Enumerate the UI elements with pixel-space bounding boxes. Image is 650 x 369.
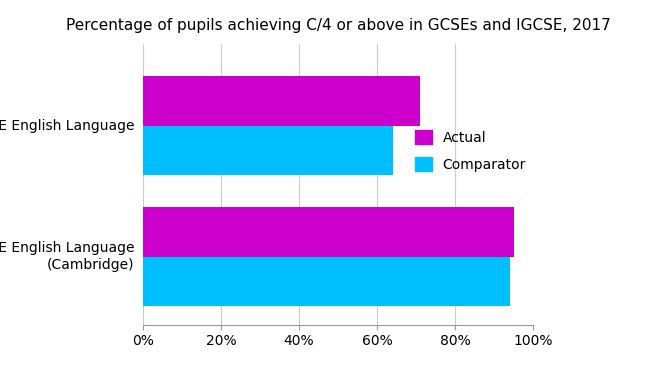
Bar (143, 256, 510, 306)
Bar (143, 207, 514, 256)
Title: Percentage of pupils achieving C/4 or above in GCSEs and IGCSE, 2017: Percentage of pupils achieving C/4 or ab… (66, 18, 610, 33)
Bar (143, 125, 393, 175)
Legend: Actual, Comparator: Actual, Comparator (415, 130, 526, 172)
Bar (143, 76, 420, 125)
